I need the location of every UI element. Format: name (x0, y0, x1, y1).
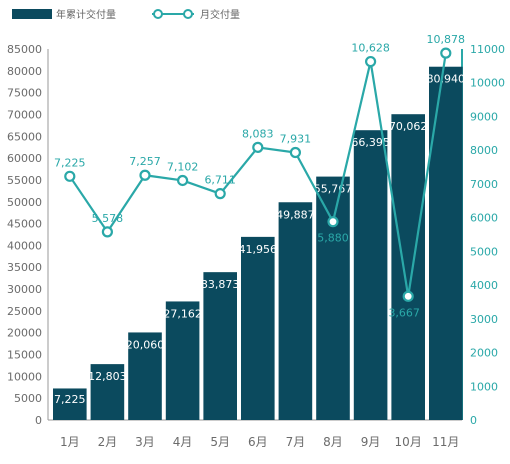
right-axis-tick-label: 3000 (470, 313, 498, 326)
right-axis-tick-label: 1000 (470, 380, 498, 393)
left-axis-tick-label: 35000 (7, 261, 42, 274)
line-point (327, 216, 339, 228)
legend: 年累计交付量 月交付量 (12, 8, 240, 21)
legend-line-label: 月交付量 (200, 8, 240, 21)
x-axis-tick-label: 1月 (60, 435, 80, 449)
right-axis-tick-label: 10000 (470, 77, 505, 90)
line-value-label: 7,257 (129, 155, 161, 168)
bar-value-label: 55,767 (314, 183, 353, 196)
line-point (440, 47, 452, 59)
x-axis-tick-label: 3月 (135, 435, 155, 449)
left-axis-tick-label: 45000 (7, 218, 42, 231)
left-axis-tick-label: 10000 (7, 370, 42, 383)
left-axis-tick-label: 25000 (7, 305, 42, 318)
bar (90, 364, 125, 420)
bar (391, 114, 425, 420)
left-axis-tick-label: 80000 (7, 65, 42, 78)
line-series (64, 47, 452, 302)
left-axis-tick-label: 15000 (7, 349, 42, 362)
right-axis-tick-label: 4000 (470, 279, 498, 292)
legend-line-marker-left (153, 9, 163, 19)
left-axis-tick-label: 85000 (7, 43, 42, 56)
legend-bar-swatch (12, 9, 52, 19)
bar (203, 272, 237, 420)
bar (316, 176, 350, 420)
x-axis-tick-label: 2月 (98, 435, 118, 449)
bar-value-label: 20,060 (126, 338, 165, 351)
right-axis-tick-label: 6000 (470, 212, 498, 225)
line-value-label: 5,578 (92, 212, 124, 225)
legend-bar-label: 年累计交付量 (56, 8, 116, 21)
line-point (214, 188, 226, 200)
bar-value-label: 7,225 (54, 393, 86, 406)
left-axis-tick-label: 0 (35, 414, 42, 427)
bar-value-label: 49,887 (276, 208, 315, 221)
right-axis-tick-label: 5000 (470, 245, 498, 258)
line-value-label: 7,931 (280, 133, 312, 146)
left-axis-tick-label: 75000 (7, 87, 42, 100)
legend-line-marker-right (183, 9, 193, 19)
bar (353, 130, 388, 420)
x-axis-tick-label: 6月 (248, 435, 268, 449)
right-axis-tick-label: 7000 (470, 178, 498, 191)
line-value-label: 5,880 (317, 232, 349, 245)
line-value-label: 10,878 (427, 33, 466, 46)
right-axis-tick-label: 11000 (470, 43, 505, 56)
bar-value-label: 41,956 (239, 243, 278, 256)
line-value-label: 10,628 (351, 42, 390, 55)
x-axis-tick-label: 11月 (432, 435, 459, 449)
bar (128, 332, 162, 420)
line-labels: 7,225 5,578 7,257 7,102 6,711 8,083 7,931 5,880… (54, 33, 465, 319)
axes: 0500010000150002000025000300003500040000… (7, 43, 505, 449)
right-axis-tick-label: 2000 (470, 347, 498, 360)
line-value-label: 8,083 (242, 127, 274, 140)
x-axis-tick-label: 7月 (286, 435, 306, 449)
line-point (252, 141, 264, 153)
bar (165, 301, 200, 420)
x-axis-tick-label: 5月 (210, 435, 230, 449)
bar-value-label: 70,062 (389, 120, 428, 133)
left-axis-tick-label: 65000 (7, 130, 42, 143)
bar (429, 66, 463, 420)
left-axis-tick-label: 60000 (7, 152, 42, 165)
left-axis-tick-label: 70000 (7, 108, 42, 121)
x-axis-tick-label: 4月 (173, 435, 193, 449)
left-axis-tick-label: 55000 (7, 174, 42, 187)
x-axis-tick-label: 8月 (323, 435, 343, 449)
line-point (64, 170, 76, 182)
bar-labels: 7,22512,80320,06027,16233,87341,95649,88… (54, 73, 465, 406)
bar (278, 202, 313, 420)
right-axis-tick-label: 9000 (470, 110, 498, 123)
line-point (365, 55, 377, 68)
x-axis-tick-label: 10月 (395, 435, 422, 449)
bar (53, 388, 87, 420)
bar (241, 236, 275, 420)
left-axis-tick-label: 30000 (7, 283, 42, 296)
left-axis-tick-label: 20000 (7, 327, 42, 340)
bar-value-label: 27,162 (163, 307, 202, 320)
line-value-label: 6,711 (204, 174, 236, 187)
line-point (289, 146, 301, 159)
left-axis-tick-label: 50000 (7, 196, 42, 209)
line-point (101, 226, 114, 238)
bar-value-label: 33,873 (201, 278, 240, 291)
bar-value-label: 12,803 (88, 370, 127, 383)
bar-value-label: 80,940 (427, 73, 466, 86)
right-axis-tick-label: 8000 (470, 144, 498, 157)
right-axis-tick-label: 0 (470, 414, 477, 427)
x-axis-tick-label: 9月 (361, 435, 381, 449)
line-point (139, 169, 151, 181)
line-value-label: 7,102 (167, 160, 199, 173)
line-value-label: 3,667 (388, 306, 420, 319)
line-value-label: 7,225 (54, 156, 86, 169)
line-point (402, 290, 414, 302)
line-point (177, 174, 189, 187)
bar-value-label: 66,395 (351, 136, 390, 149)
left-axis-tick-label: 40000 (7, 239, 42, 252)
left-axis-tick-label: 5000 (14, 392, 42, 405)
